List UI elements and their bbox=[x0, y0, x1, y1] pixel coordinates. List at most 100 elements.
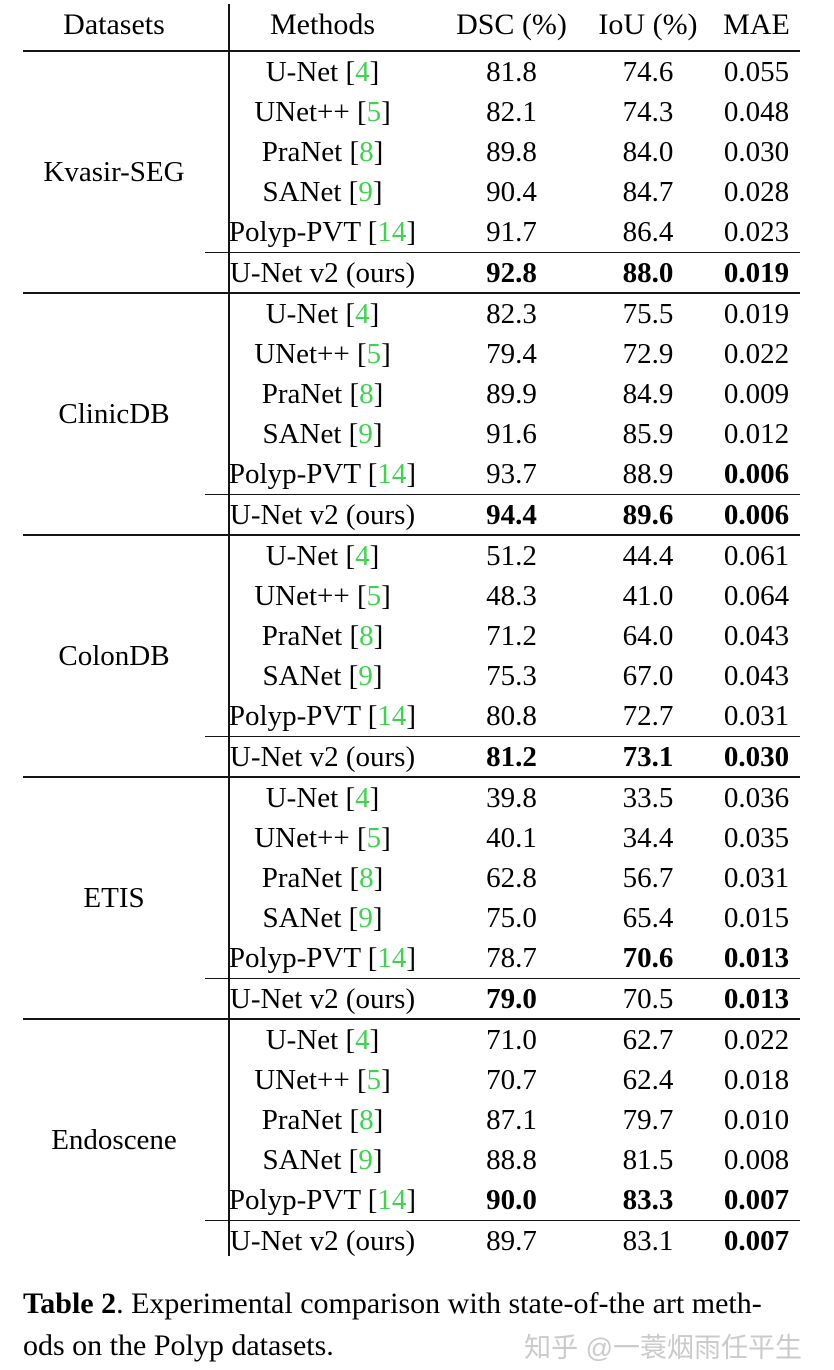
dataset-label: ETIS bbox=[83, 882, 145, 914]
dataset-section: Endoscene U-Net [4] 71.0 62.7 0.022 UNet++ [5… bbox=[23, 1020, 800, 1260]
mae-value-cell: 0.019 bbox=[723, 298, 790, 330]
iou-value-cell: 70.5 bbox=[583, 978, 713, 1018]
citation-bracket: ] bbox=[373, 136, 384, 168]
iou-value-cell: 70.6 bbox=[622, 942, 674, 974]
dsc-value-cell: 90.0 bbox=[486, 1184, 537, 1216]
citation-bracket: ] bbox=[369, 782, 380, 814]
citation-number: 4 bbox=[355, 540, 370, 572]
dsc-value-cell: 48.3 bbox=[486, 580, 537, 612]
iou-value-cell: 88.0 bbox=[583, 252, 713, 292]
citation-bracket: ] bbox=[373, 378, 384, 410]
method-cell: U-Net [4] bbox=[205, 536, 440, 576]
method-name: UNet++ [ bbox=[254, 1064, 367, 1096]
method-cell: UNet++ [5] bbox=[205, 818, 440, 858]
dsc-value-cell: 79.4 bbox=[486, 338, 537, 370]
method-cell: U-Net v2 (ours) bbox=[205, 494, 440, 534]
mae-value-cell: 0.012 bbox=[723, 418, 790, 450]
dsc-value-cell: 40.1 bbox=[486, 822, 537, 854]
header-dsc: DSC (%) bbox=[456, 8, 567, 41]
zhihu-watermark: 知乎 @一蓑烟雨任平生 bbox=[524, 1333, 802, 1363]
method-cell: PraNet [8] bbox=[205, 374, 440, 414]
caption-text-line2: ods on the Polyp datasets. bbox=[23, 1329, 334, 1362]
mae-value-cell: 0.043 bbox=[723, 620, 790, 652]
column-divider-rule bbox=[228, 4, 230, 1256]
mae-value-cell: 0.008 bbox=[723, 1144, 790, 1176]
dsc-value-cell: 88.8 bbox=[486, 1144, 537, 1176]
dsc-value-cell: 51.2 bbox=[486, 540, 537, 572]
method-name: PraNet [ bbox=[261, 136, 360, 168]
citation-bracket: ] bbox=[372, 418, 383, 450]
method-name: U-Net [ bbox=[265, 1024, 356, 1056]
dsc-value-cell: 62.8 bbox=[486, 862, 537, 894]
mae-value-cell: 0.013 bbox=[723, 942, 790, 974]
dsc-value-cell: 91.7 bbox=[486, 216, 537, 248]
mae-value-cell: 0.031 bbox=[723, 700, 790, 732]
iou-value-cell: 62.4 bbox=[622, 1064, 674, 1096]
iou-value-cell: 83.3 bbox=[622, 1184, 674, 1216]
citation-number: 8 bbox=[359, 862, 374, 894]
dsc-value-cell: 89.9 bbox=[486, 378, 537, 410]
iou-value-cell: 85.9 bbox=[622, 418, 674, 450]
method-name: PraNet [ bbox=[261, 378, 360, 410]
citation-number: 14 bbox=[377, 942, 407, 974]
iou-value-cell: 64.0 bbox=[622, 620, 674, 652]
method-cell: U-Net v2 (ours) bbox=[205, 252, 440, 292]
iou-value-cell: 56.7 bbox=[622, 862, 674, 894]
citation-number: 5 bbox=[366, 1064, 382, 1096]
iou-value-cell: 84.0 bbox=[622, 136, 674, 168]
citation-number: 8 bbox=[359, 1104, 374, 1136]
method-cell: SANet [9] bbox=[205, 172, 440, 212]
iou-value-cell: 83.1 bbox=[583, 1220, 713, 1260]
header-methods: Methods bbox=[270, 8, 375, 41]
method-cell: UNet++ [5] bbox=[205, 1060, 440, 1100]
dsc-value-cell: 75.0 bbox=[486, 902, 537, 934]
mae-value-cell: 0.048 bbox=[723, 96, 790, 128]
citation-bracket: ] bbox=[406, 458, 417, 490]
citation-number: 9 bbox=[358, 418, 373, 450]
method-name: Polyp-PVT [ bbox=[228, 1184, 378, 1216]
mae-value-cell: 0.031 bbox=[723, 862, 790, 894]
dataset-section: ClinicDB U-Net [4] 82.3 75.5 0.019 UNet++ [5]… bbox=[23, 294, 800, 536]
dsc-value-cell: 91.6 bbox=[486, 418, 537, 450]
dsc-value-cell: 89.7 bbox=[440, 1220, 583, 1260]
mae-value-cell: 0.006 bbox=[723, 458, 790, 490]
iou-value-cell: 65.4 bbox=[622, 902, 674, 934]
citation-bracket: ] bbox=[381, 822, 391, 854]
method-name: SANet [ bbox=[262, 660, 359, 692]
dsc-value-cell: 87.1 bbox=[486, 1104, 537, 1136]
method-name: SANet [ bbox=[262, 1144, 359, 1176]
method-name: SANet [ bbox=[262, 418, 359, 450]
citation-bracket: ] bbox=[372, 660, 383, 692]
dsc-value-cell: 82.1 bbox=[486, 96, 537, 128]
citation-bracket: ] bbox=[381, 1064, 391, 1096]
citation-bracket: ] bbox=[373, 620, 384, 652]
dsc-value-cell: 80.8 bbox=[486, 700, 537, 732]
citation-bracket: ] bbox=[381, 338, 391, 370]
iou-value-cell: 89.6 bbox=[583, 494, 713, 534]
method-name: Polyp-PVT [ bbox=[228, 458, 378, 490]
iou-value-cell: 73.1 bbox=[583, 736, 713, 776]
mae-value-cell: 0.015 bbox=[723, 902, 790, 934]
citation-bracket: ] bbox=[369, 1024, 380, 1056]
citation-number: 9 bbox=[358, 902, 373, 934]
iou-value-cell: 81.5 bbox=[622, 1144, 674, 1176]
method-name: U-Net [ bbox=[265, 56, 356, 88]
citation-bracket: ] bbox=[372, 902, 383, 934]
dataset-label: Endoscene bbox=[51, 1124, 177, 1156]
method-cell: Polyp-PVT [14] bbox=[205, 696, 440, 736]
method-name: PraNet [ bbox=[261, 862, 360, 894]
mae-value-cell: 0.007 bbox=[713, 1220, 800, 1260]
caption-text-line1: . Experimental comparison with state-of-… bbox=[116, 1287, 762, 1320]
citation-bracket: ] bbox=[406, 216, 417, 248]
dsc-value-cell: 90.4 bbox=[486, 176, 537, 208]
dsc-value-cell: 92.8 bbox=[440, 252, 583, 292]
caption-label: Table 2 bbox=[23, 1287, 117, 1320]
method-cell: U-Net v2 (ours) bbox=[205, 978, 440, 1018]
method-cell: Polyp-PVT [14] bbox=[205, 938, 440, 978]
header-mae: MAE bbox=[723, 8, 790, 41]
citation-number: 5 bbox=[366, 822, 382, 854]
dsc-value-cell: 71.0 bbox=[486, 1024, 537, 1056]
method-cell: PraNet [8] bbox=[205, 616, 440, 656]
citation-number: 14 bbox=[377, 1184, 407, 1216]
iou-value-cell: 72.9 bbox=[622, 338, 674, 370]
